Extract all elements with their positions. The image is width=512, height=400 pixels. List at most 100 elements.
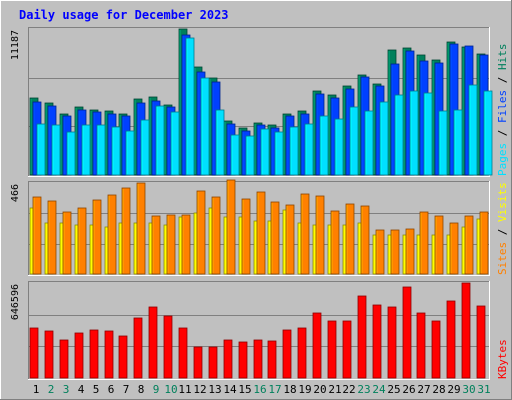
bar-kbytes-day-11 xyxy=(178,327,188,379)
bar-sites-day-4 xyxy=(77,207,87,275)
y-max-label: 466 xyxy=(10,184,21,202)
bar-pages-day-12 xyxy=(200,77,210,176)
bar-sites-day-25 xyxy=(390,229,400,275)
bar-kbytes-day-3 xyxy=(59,339,69,379)
bar-pages-day-2 xyxy=(51,124,61,176)
bar-kbytes-day-4 xyxy=(74,332,84,379)
day-label: 30 xyxy=(462,383,475,396)
legend-part: Visits xyxy=(496,182,509,222)
legend-pages-files-hits: Pages / Files / Hits xyxy=(496,44,509,177)
bar-sites-day-30 xyxy=(464,215,474,275)
bar-pages-day-6 xyxy=(111,126,121,176)
bar-kbytes-day-12 xyxy=(193,346,203,379)
day-label: 29 xyxy=(447,383,460,396)
bar-pages-day-29 xyxy=(453,109,463,176)
bar-kbytes-day-8 xyxy=(133,317,143,379)
bar-kbytes-day-14 xyxy=(223,339,233,379)
day-label: 14 xyxy=(223,383,237,396)
day-label: 9 xyxy=(153,383,160,396)
bar-kbytes-day-5 xyxy=(89,329,99,379)
bar-kbytes-day-22 xyxy=(342,320,352,379)
day-label: 25 xyxy=(387,383,400,396)
legend-kbytes: KBytes xyxy=(496,339,509,379)
bar-pages-day-28 xyxy=(438,110,448,176)
bar-sites-day-7 xyxy=(121,187,131,275)
day-label: 10 xyxy=(164,383,177,396)
y-max-label: 646596 xyxy=(10,284,21,320)
day-label: 7 xyxy=(123,383,130,396)
bar-sites-day-3 xyxy=(62,211,72,275)
bar-kbytes-day-21 xyxy=(327,320,337,379)
bar-pages-day-23 xyxy=(364,110,374,176)
bar-kbytes-day-9 xyxy=(148,306,158,379)
bar-pages-day-9 xyxy=(155,105,165,176)
day-label: 19 xyxy=(298,383,311,396)
bar-sites-day-23 xyxy=(360,205,370,275)
bar-kbytes-day-20 xyxy=(312,312,322,379)
bar-kbytes-day-10 xyxy=(163,315,173,379)
bar-kbytes-day-26 xyxy=(402,286,412,379)
bar-pages-day-4 xyxy=(81,124,91,176)
bar-pages-day-19 xyxy=(304,123,314,176)
bar-kbytes-day-13 xyxy=(208,346,218,379)
bar-sites-day-9 xyxy=(151,215,161,275)
day-label: 20 xyxy=(313,383,326,396)
bar-kbytes-day-27 xyxy=(416,312,426,379)
bar-kbytes-day-29 xyxy=(446,300,456,379)
chart-title: Daily usage for December 2023 xyxy=(19,8,229,22)
legend-sites-visits: Sites / Visits xyxy=(496,182,509,275)
day-label: 4 xyxy=(78,383,85,396)
bar-pages-day-13 xyxy=(215,109,225,176)
bar-kbytes-day-6 xyxy=(104,330,114,379)
day-label: 17 xyxy=(268,383,281,396)
day-label: 22 xyxy=(342,383,355,396)
day-label: 16 xyxy=(253,383,266,396)
bar-pages-day-20 xyxy=(319,115,329,176)
day-label: 13 xyxy=(208,383,221,396)
bar-pages-day-3 xyxy=(66,131,76,176)
day-label: 3 xyxy=(63,383,70,396)
bar-sites-day-13 xyxy=(211,196,221,275)
bar-sites-day-21 xyxy=(330,210,340,275)
bar-sites-day-10 xyxy=(166,214,176,275)
bar-sites-day-31 xyxy=(479,211,489,275)
bar-sites-day-11 xyxy=(181,214,191,275)
bar-pages-day-30 xyxy=(468,84,478,176)
bar-sites-day-8 xyxy=(136,182,146,275)
day-label: 11 xyxy=(178,383,191,396)
bar-kbytes-day-16 xyxy=(253,339,263,379)
day-label: 23 xyxy=(357,383,370,396)
day-label: 21 xyxy=(328,383,341,396)
legend-part: Pages xyxy=(496,143,509,176)
bar-pages-day-26 xyxy=(409,90,419,176)
bar-sites-day-1 xyxy=(32,196,42,275)
legend-part: Files xyxy=(496,90,509,123)
bar-kbytes-day-7 xyxy=(118,335,128,379)
bar-kbytes-day-17 xyxy=(267,340,277,379)
bar-sites-day-14 xyxy=(226,179,236,275)
bar-pages-day-22 xyxy=(349,106,359,176)
day-label: 2 xyxy=(48,383,55,396)
bar-pages-day-10 xyxy=(170,111,180,176)
day-label: 15 xyxy=(238,383,251,396)
bar-pages-day-31 xyxy=(483,90,493,176)
bar-kbytes-day-19 xyxy=(297,327,307,379)
bar-sites-day-20 xyxy=(315,195,325,275)
chart-panels: 11187 466 646596 xyxy=(10,27,493,380)
bar-sites-day-16 xyxy=(256,191,266,275)
legend-part: Sites xyxy=(496,242,509,275)
day-label: 6 xyxy=(108,383,115,396)
bar-sites-day-6 xyxy=(107,194,117,275)
legend-part: / xyxy=(496,222,509,242)
legend-part: Hits xyxy=(496,44,509,71)
bar-sites-day-19 xyxy=(300,193,310,275)
visits_panel: 466 xyxy=(10,179,490,276)
bar-sites-day-5 xyxy=(92,199,102,275)
day-label: 8 xyxy=(138,383,145,396)
bar-sites-day-2 xyxy=(47,200,57,275)
bar-sites-day-26 xyxy=(405,228,415,275)
kbytes_panel: 646596 xyxy=(10,281,490,380)
day-label: 5 xyxy=(93,383,100,396)
bar-pages-day-11 xyxy=(185,37,195,176)
